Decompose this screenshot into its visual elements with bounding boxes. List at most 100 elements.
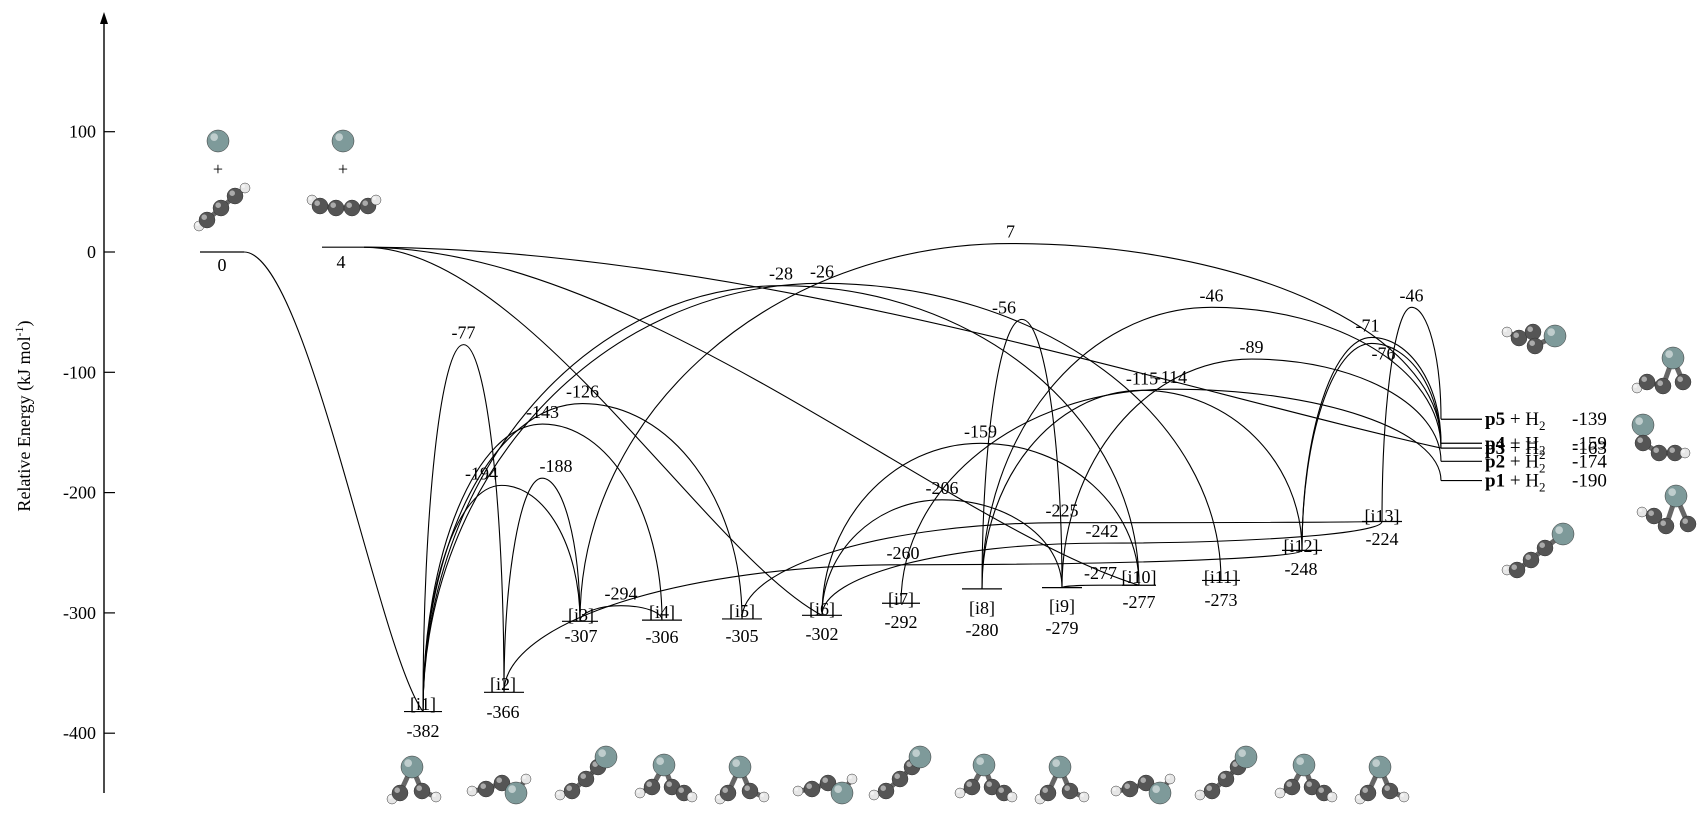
structure-i12-atom-body — [1292, 753, 1316, 777]
structure-i7-atom — [908, 745, 932, 769]
structure-i12-atom-body — [1274, 787, 1286, 799]
structure-i8-atom-shine — [1008, 793, 1012, 797]
structure-i5-atom-body — [741, 782, 759, 800]
structure-i12-atom-body — [1283, 778, 1301, 796]
tag-i10: [i10] — [1122, 567, 1157, 587]
structure-i11-atom-body — [1217, 770, 1235, 788]
reactant-1-molecule-atom-body — [239, 182, 251, 194]
structure-p2-atom — [1657, 517, 1675, 535]
structure-i2-atom-shine — [480, 783, 487, 789]
structure-i6-atom-shine — [794, 787, 798, 791]
product-label-p5: p5 + H2 -139 — [1485, 409, 1607, 433]
energy-label-i1: -382 — [407, 721, 440, 741]
reactant-2-molecule-atom — [311, 197, 329, 215]
path-R2-i6 — [363, 246, 823, 616]
y-axis: 100 0 -100 -200 -300 -400 Relative Energy (kJ … — [12, 12, 115, 793]
barrier-label: -28 — [769, 264, 793, 284]
structure-i4-atom-shine — [636, 789, 640, 793]
path-i6-i13 — [821, 521, 1383, 616]
product-label-p3: p3 + H2 -163 — [1485, 438, 1607, 462]
structure-i6-atom — [846, 773, 858, 785]
structure-i1-atom — [391, 784, 409, 802]
reactant-1-molecule-atom-shine — [201, 214, 207, 220]
structure-p5-atom — [1526, 337, 1544, 355]
structure-i13-atom-shine — [1362, 787, 1368, 793]
structure-p2-atom-shine — [1660, 520, 1666, 526]
structure-i4-atom — [643, 778, 661, 796]
structure-i8-atom-shine — [998, 787, 1004, 793]
energy-label-i9: -279 — [1046, 618, 1079, 638]
structure-i5-atom-body — [719, 784, 737, 802]
structure-i2-atom-shine — [508, 785, 516, 794]
tag-i8: [i8] — [969, 598, 995, 618]
energy-label-R2: 4 — [337, 252, 346, 272]
structure-i6-atom-body — [846, 773, 858, 785]
structure-p3-atom-shine — [1653, 447, 1659, 454]
structure-i7-atom-shine — [912, 749, 921, 758]
structure-i6-atom — [792, 785, 804, 797]
reactant-1-molecule-atom — [239, 182, 251, 194]
plus-sign-R1: + — [213, 159, 223, 179]
structure-i9-atom-shine — [1080, 793, 1084, 797]
structure-i10-atom — [1110, 785, 1122, 797]
structure-i5-atom-shine — [722, 787, 728, 793]
structure-i10-atom — [1137, 774, 1155, 792]
structure-p1-atom-shine — [1511, 564, 1517, 570]
structure-i3-atom — [594, 745, 618, 769]
structure-i10-atom-shine — [1140, 777, 1146, 783]
structure-i2-atom — [493, 774, 511, 792]
structure-i8-atom — [954, 787, 966, 799]
structure-p3-atom — [1631, 413, 1655, 437]
structure-p1-atom-shine — [1503, 566, 1507, 570]
structure-p3-atom — [1634, 434, 1652, 452]
structure-p4-atom — [1654, 377, 1672, 395]
structure-i6-atom — [803, 780, 821, 798]
reactant-2-molecule-atom-body — [311, 197, 329, 215]
structure-i9-atom-shine — [1064, 785, 1070, 791]
structure-i9-atom — [1039, 784, 1057, 802]
barrier-label: -206 — [926, 478, 959, 498]
structure-i10-atom-shine — [1112, 787, 1116, 791]
structure-p3-atom-shine — [1635, 417, 1643, 425]
structure-i1-atom — [430, 791, 442, 803]
structure-p5-atom-shine — [1547, 328, 1555, 336]
path-R2-i10 — [363, 246, 1140, 586]
structure-i10-atom-body — [1164, 773, 1176, 785]
structure-i5-atom-shine — [744, 785, 750, 791]
structure-i12-atom-shine — [1328, 793, 1332, 797]
structure-i12-atom-shine — [1276, 789, 1280, 793]
reactant-2-molecule-atom-body — [327, 199, 345, 217]
energy-label-i13: -224 — [1366, 529, 1399, 549]
path-i6-i10 — [821, 442, 1140, 616]
structure-p1-atom-shine — [1555, 526, 1563, 535]
structure-i8-atom-body — [963, 778, 981, 796]
reactant-2-molecule-atom-body — [370, 194, 382, 206]
structure-i11-atom — [1217, 770, 1235, 788]
structure-i6-atom-body — [803, 780, 821, 798]
structure-i8-atom — [1006, 791, 1018, 803]
structure-p4-atom-body — [1638, 373, 1656, 391]
structure-i3-atom-body — [594, 745, 618, 769]
structure-i4-atom-shine — [678, 787, 684, 793]
structure-i7-atom-body — [877, 782, 895, 800]
structure-p3-atom-body — [1650, 444, 1668, 462]
reactant-1-molecule-atom-shine — [195, 222, 199, 226]
path-i13-p5 — [1381, 306, 1442, 522]
y-tick-label: -400 — [63, 723, 96, 743]
product-label-p4: p4 + H2 -159 — [1485, 433, 1607, 457]
structure-i6-atom-shine — [822, 777, 828, 783]
reactant-2-molecule-atom-body — [343, 199, 361, 217]
structure-p2-atom-body — [1657, 517, 1675, 535]
energy-label-i4: -306 — [646, 627, 679, 647]
metal-atom-R1-body — [206, 129, 230, 153]
structure-p3-atom-shine — [1681, 449, 1685, 453]
reaction-paths — [243, 243, 1442, 712]
reactant-1-molecule-atom — [212, 199, 230, 217]
structure-i4-atom — [652, 753, 676, 777]
reactant-2-molecule-atom-shine — [372, 196, 376, 200]
structure-i9-atom-shine — [1042, 787, 1048, 793]
structure-i8-atom — [972, 753, 996, 777]
reactant-1-molecule-atom — [198, 211, 216, 229]
tag-i13: [i13] — [1365, 506, 1400, 526]
structure-p1-atom-body — [1536, 539, 1554, 557]
